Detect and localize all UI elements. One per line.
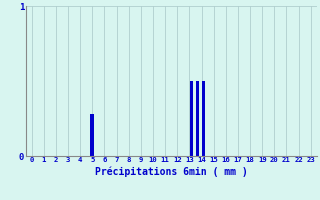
Bar	[196, 81, 199, 156]
Bar	[90, 114, 94, 156]
X-axis label: Précipitations 6min ( mm ): Précipitations 6min ( mm )	[95, 166, 248, 177]
Bar	[202, 81, 205, 156]
Bar	[189, 81, 193, 156]
